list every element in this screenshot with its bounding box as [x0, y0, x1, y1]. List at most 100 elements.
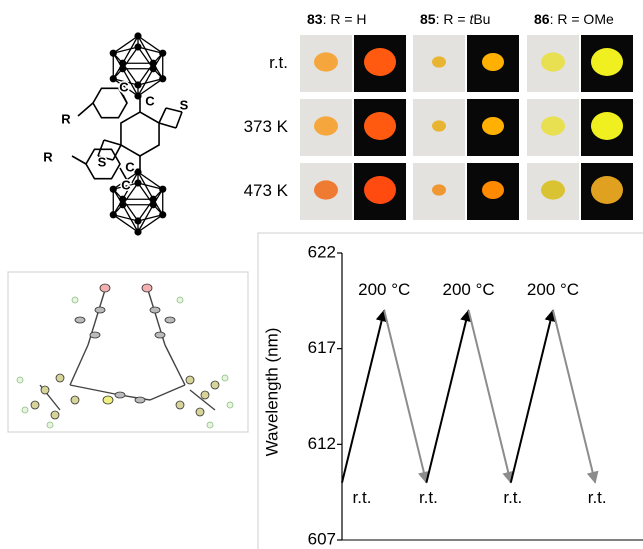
cage-atom [134, 179, 141, 186]
bond [78, 103, 93, 116]
atom-label: C [121, 177, 131, 192]
atom-label: C [119, 79, 129, 94]
column-header: 86: R = OMe [534, 11, 614, 27]
figure: RRCCCCSS 83: R = H85: R = tBu86: R = OMe… [0, 0, 643, 549]
cage-atom [41, 386, 49, 394]
cage-atom [150, 201, 157, 208]
bond [159, 108, 166, 123]
y-tick-label: 612 [308, 434, 336, 453]
bond [176, 112, 182, 128]
point-label: r.t. [503, 488, 522, 507]
cage-atom [31, 401, 39, 409]
h-atom [222, 375, 228, 381]
ring [121, 112, 159, 156]
sample-light [432, 56, 446, 67]
bond [72, 156, 86, 164]
sample-light [314, 180, 338, 199]
cooling-arrow [384, 310, 426, 482]
sample-light [541, 116, 565, 135]
header-part: 83 [307, 11, 323, 27]
cage-atom [51, 411, 59, 419]
bond [123, 95, 127, 103]
point-label: 200 °C [527, 280, 579, 299]
cage-atom [159, 50, 166, 57]
cage-atom [134, 81, 141, 88]
y-tick-label: 617 [308, 338, 336, 357]
cage-atom [110, 50, 117, 57]
crystal-atom [155, 332, 165, 338]
row-label: 473 K [244, 181, 289, 200]
atom-label: C [145, 93, 155, 108]
crystal-atom [95, 307, 105, 313]
cage-atom [176, 401, 184, 409]
heating-arrow [426, 310, 468, 482]
point-label: r.t. [419, 488, 438, 507]
crystal-atom [115, 392, 125, 398]
cage-atom [71, 396, 79, 404]
cage-atom [201, 391, 209, 399]
sample-light [314, 52, 338, 71]
cage-atom [150, 65, 157, 72]
h-atom [227, 402, 233, 408]
cage-atom [211, 381, 219, 389]
bond [104, 140, 121, 145]
crystal-structure [8, 272, 248, 432]
sample-dark [364, 112, 396, 140]
h-atom [22, 407, 28, 413]
h-atom [72, 297, 78, 303]
sample-light [314, 116, 338, 135]
o-atom [142, 284, 152, 292]
cooling-arrow [553, 310, 595, 482]
cage-atom [110, 186, 117, 193]
bond [159, 123, 176, 128]
crystal-atom [150, 307, 160, 313]
s-atom [103, 396, 113, 404]
cage-atom [134, 217, 141, 224]
photo-grid: 83: R = H 85: R = tBu 86: R = OMe r.t. 373 K… [244, 11, 633, 220]
header-part: : R = [436, 11, 470, 27]
point-label: 200 °C [358, 280, 410, 299]
sample-dark [482, 181, 504, 199]
sample-light [541, 52, 565, 71]
cage-atom [159, 211, 166, 218]
atom-label: S [98, 154, 107, 169]
sample-light [432, 184, 446, 195]
h-atom [47, 422, 53, 428]
point-label: 200 °C [443, 280, 495, 299]
column-header: 85: R = tBu [420, 11, 490, 27]
crystal-atom [90, 332, 100, 338]
sample-dark [591, 112, 623, 140]
cage-atom [196, 408, 204, 416]
y-tick-label: 607 [308, 529, 336, 548]
crystal-atom [135, 397, 145, 403]
cage-atom [159, 75, 166, 82]
header-part: 85 [420, 11, 436, 27]
crystal-atom [165, 317, 175, 323]
h-atom [177, 297, 183, 303]
atom-label: C [125, 159, 135, 174]
row-label: r.t. [269, 53, 288, 72]
crystal-atom [75, 317, 85, 323]
h-atom [207, 422, 213, 428]
column-header: 83: R = H [307, 11, 367, 27]
h-atom [17, 377, 23, 383]
sample-light [541, 180, 565, 199]
header-part: : R = H [323, 11, 367, 27]
cage-atom [110, 211, 117, 218]
header-part: : R = OMe [550, 11, 614, 27]
sample-dark [482, 117, 504, 135]
row-label: 373 K [244, 117, 289, 136]
heating-arrow [511, 310, 553, 482]
cooling-arrow [469, 310, 511, 482]
cage-atom [110, 75, 117, 82]
cage-atom [134, 228, 141, 235]
cage-atom [159, 186, 166, 193]
atom-label: S [180, 97, 189, 112]
point-label: r.t. [588, 488, 607, 507]
o-atom [100, 284, 110, 292]
sample-dark [364, 48, 396, 76]
cage-atom [134, 43, 141, 50]
cage-atom [119, 201, 126, 208]
atom-label: R [43, 149, 53, 164]
